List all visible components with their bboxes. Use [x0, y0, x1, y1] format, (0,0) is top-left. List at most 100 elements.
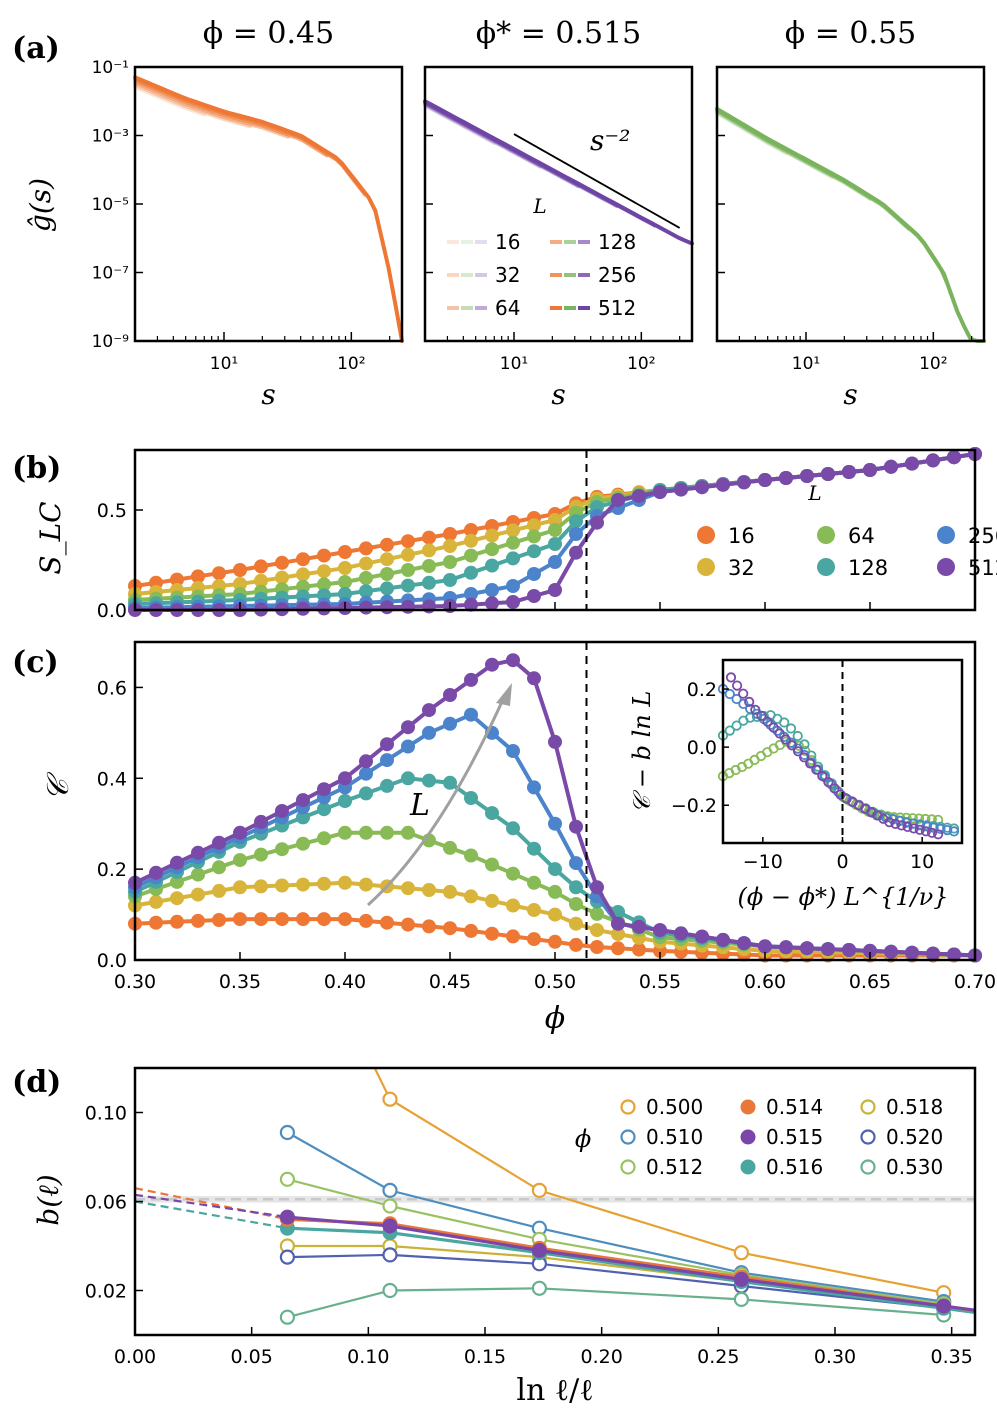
inset-point [785, 723, 797, 734]
data-point [779, 471, 793, 485]
data-point [485, 857, 499, 872]
data-point [464, 923, 478, 938]
data-point [464, 548, 478, 563]
legend-label-L512: 512 [968, 556, 997, 580]
data-point [212, 913, 226, 927]
data-point [401, 917, 415, 932]
inset-x-tick-label: −10 [743, 851, 783, 873]
inset-point [744, 696, 755, 708]
data-point [279, 1249, 295, 1265]
inset-point [890, 818, 901, 830]
data-point [569, 897, 583, 911]
data-point [506, 744, 520, 758]
inset-point [792, 746, 804, 757]
panel-label-d: (d) [12, 1065, 61, 1100]
x-tick-label: 0.60 [744, 971, 786, 993]
data-point [170, 855, 184, 870]
data-point [338, 545, 352, 559]
data-point [548, 934, 562, 949]
legend-marker [937, 558, 955, 576]
inset-point [779, 717, 790, 728]
data-point [422, 773, 436, 788]
data-point [443, 688, 457, 702]
data-point [863, 463, 877, 477]
data-point [506, 866, 520, 881]
data-point [737, 936, 751, 951]
data-point [842, 465, 856, 479]
data-point [485, 596, 499, 611]
data-point [590, 940, 604, 954]
curve-L16 [715, 111, 789, 156]
curve-L16 [423, 104, 497, 145]
data-point [506, 535, 520, 550]
data-point [758, 939, 772, 954]
y-tick-label: 0.0 [97, 950, 127, 972]
data-point [401, 739, 415, 754]
data-point [317, 912, 331, 927]
data-point [947, 947, 961, 962]
data-point [359, 571, 373, 585]
data-point [569, 937, 583, 952]
data-point [380, 600, 394, 615]
data-point [191, 913, 205, 928]
x-axis-label: s [261, 378, 275, 411]
data-point [422, 725, 436, 740]
curve-L512 [423, 99, 694, 246]
data-point [212, 883, 226, 898]
data-point [611, 916, 625, 931]
data-point [296, 912, 310, 927]
inset-point [932, 829, 944, 840]
data-point [527, 903, 541, 917]
data-point [464, 707, 478, 722]
inset-point [756, 710, 767, 721]
inset-point [738, 698, 749, 710]
inset-point [762, 716, 773, 727]
data-point [506, 821, 520, 836]
data-point [733, 1245, 750, 1261]
x-tick-label: 10¹ [792, 354, 820, 374]
data-point [443, 775, 457, 790]
data-point [359, 877, 373, 892]
data-point [296, 810, 310, 825]
y-axis-label-a: ĝ(s) [24, 178, 57, 232]
data-point [548, 583, 562, 597]
data-point [632, 919, 646, 934]
panel-b: (b) 0.0 0.5 S_LC L 16 32 64 128 256 512 [12, 447, 997, 622]
x-tick-label: 0.00 [114, 1346, 156, 1368]
data-point [695, 929, 709, 944]
legend-marker [740, 1129, 756, 1145]
data-point [569, 856, 583, 871]
data-point [485, 893, 499, 908]
data-point [191, 569, 205, 584]
data-point [464, 587, 478, 601]
data-point [611, 493, 625, 507]
y-tick-label: 0.06 [85, 1192, 127, 1214]
inset-point [780, 734, 791, 745]
inset-y-tick-label: 0.2 [687, 679, 717, 701]
inset-point [798, 752, 810, 763]
data-point [380, 537, 394, 552]
series-d-phi-0.500 [373, 1067, 952, 1301]
data-point [674, 926, 688, 941]
data-point [380, 778, 394, 793]
data-point [359, 541, 373, 556]
data-point [531, 1182, 548, 1199]
inset-point [725, 672, 737, 683]
subplot-title: ϕ* = 0.515 [476, 16, 642, 51]
data-point [569, 819, 583, 834]
legend-marker [697, 558, 715, 576]
data-point [422, 919, 436, 934]
data-point [464, 597, 478, 612]
data-point [926, 453, 940, 468]
data-point [506, 551, 520, 566]
legend-label-phi-0.512: 0.512 [646, 1155, 703, 1179]
data-point [380, 581, 394, 596]
x-tick-label: 0.35 [219, 971, 261, 993]
legend-label-L64: 64 [848, 524, 875, 548]
data-point [443, 716, 457, 731]
inset-point [786, 740, 798, 751]
data-point [590, 515, 604, 530]
data-point [233, 912, 247, 927]
inset-point [948, 826, 960, 837]
